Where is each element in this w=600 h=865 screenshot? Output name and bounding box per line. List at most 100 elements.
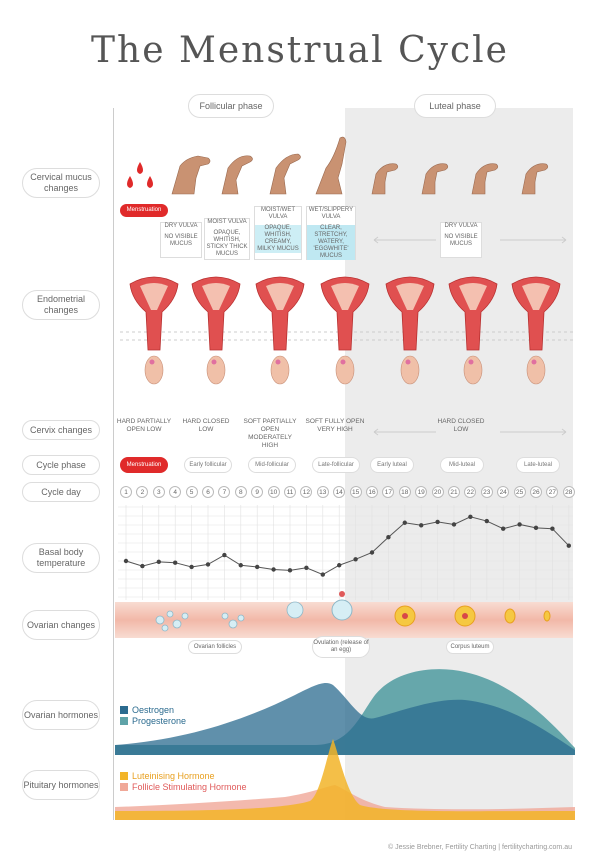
legend-fsh: Follicle Stimulating Hormone [120, 782, 247, 792]
ovarian-band [115, 591, 573, 638]
cycle-day-5: 5 [185, 486, 198, 498]
label-ovarian-hormones: Ovarian hormones [22, 700, 100, 730]
bbt-point-day-16 [369, 550, 375, 555]
cycle-day-9: 9 [251, 486, 264, 498]
cycle-day-19: 19 [415, 486, 428, 498]
bbt-point-day-5 [189, 564, 194, 570]
cycle-day-8: 8 [234, 486, 247, 498]
label-bbt: Basal body temperature [22, 543, 100, 573]
bbt-point-day-3 [156, 559, 161, 565]
mucus-moist: MOIST VULVA OPAQUE, WHITISH, STICKY THIC… [204, 218, 250, 260]
label-ovarian: Ovarian changes [22, 610, 100, 640]
uterus-icon-2 [191, 276, 241, 385]
bbt-point-day-27 [550, 526, 555, 531]
cycle-day-16: 16 [366, 486, 378, 498]
cycle-day-3: 3 [152, 486, 165, 498]
cycle-day-14: 14 [333, 486, 346, 498]
uterus-illustrations [120, 276, 575, 385]
mucus-dry1-desc: NO VISIBLE MUCUS [164, 234, 198, 247]
cycle-day-28: 28 [562, 486, 575, 498]
bbt-point-day-14 [337, 563, 342, 568]
legend-oestrogen-text: Oestrogen [132, 705, 175, 715]
cycle-day-15: 15 [349, 486, 362, 498]
mucus-moistwet-desc: OPAQUE, WHITISH, CREAMY, MILKY MUCUS [255, 225, 301, 253]
cervix-arrow [373, 428, 567, 436]
mucus-wet: WET/SLIPPERY VULVA CLEAR, STRETCHY, WATE… [306, 206, 356, 260]
label-pituitary-hormones: Pituitary hormones [22, 770, 100, 800]
label-ovarian-follicles: Ovarian follicles [188, 640, 242, 654]
mucus-dry2-desc: NO VISIBLE MUCUS [444, 234, 478, 247]
mucus-wet-desc: CLEAR, STRETCHY, WATERY, 'EGGWHITE' MUCU… [307, 225, 355, 260]
cervix-text-1: HARD PARTIALLY OPEN LOW [116, 418, 172, 433]
bbt-point-day-18 [402, 520, 407, 525]
ovulation-icon [331, 591, 353, 621]
finger-hand-icons [171, 136, 549, 195]
bbt-point-day-12 [304, 565, 309, 570]
mucus-arrow [373, 236, 567, 244]
legend-progesterone-text: Progesterone [132, 716, 187, 726]
cycle-day-11: 11 [284, 486, 296, 498]
bbt-point-day-17 [386, 535, 391, 540]
uterus-icon-6 [448, 276, 498, 385]
bbt-point-day-24 [501, 526, 506, 531]
mucus-wet-title: WET/SLIPPERY VULVA [308, 207, 354, 220]
bbt-point-day-20 [435, 519, 440, 525]
label-ovulation: Ovulation (release of an egg) [312, 636, 370, 658]
bbt-point-day-11 [287, 568, 293, 573]
bbt-point-day-6 [205, 562, 211, 567]
page-title: The Menstrual Cycle [91, 30, 509, 71]
bbt-point-day-21 [451, 522, 457, 527]
mucus-moist-title: MOIST VULVA [207, 219, 247, 225]
bbt-point-day-2 [140, 563, 145, 569]
cervix-text-2: HARD CLOSED LOW [182, 418, 230, 433]
bbt-point-day-25 [517, 522, 522, 527]
cycle-day-17: 17 [382, 486, 395, 498]
mucus-dry1: DRY VULVA NO VISIBLE MUCUS [160, 222, 202, 258]
bbt-point-day-19 [419, 523, 424, 528]
bbt-point-day-4 [173, 560, 178, 565]
ovarian-hormones-chart [115, 669, 575, 755]
cycle-day-23: 23 [480, 486, 493, 498]
follicle-icons [155, 601, 304, 632]
legend-fsh-text: Follicle Stimulating Hormone [132, 782, 247, 792]
label-endometrial: Endometrial changes [22, 290, 100, 320]
bbt-point-day-1 [123, 558, 129, 564]
credit-text: © Jessie Brebner, Fertility Charting | f… [388, 844, 572, 851]
label-cycle-day: Cycle day [22, 482, 100, 502]
bbt-point-day-22 [468, 514, 473, 519]
uterus-icon-3 [255, 276, 305, 385]
phase-early-follicular: Early follicular [184, 457, 232, 473]
uterus-icon-4 [320, 276, 370, 385]
pituitary-hormones-chart [115, 739, 575, 820]
mucus-dry1-title: DRY VULVA [164, 223, 198, 229]
uterus-icon-5 [385, 276, 435, 385]
phase-mid-follicular: Mid-follicular [248, 457, 296, 473]
label-cervix: Cervix changes [22, 420, 100, 440]
bbt-point-day-26 [533, 525, 539, 531]
uterus-icon-7 [511, 276, 561, 385]
cycle-day-12: 12 [300, 486, 313, 498]
cycle-day-7: 7 [218, 486, 231, 498]
phase-late-follicular: Late-follicular [312, 457, 360, 473]
phase-menstruation: Menstruation [120, 457, 168, 473]
lh-area [115, 739, 575, 820]
mucus-dry2-title: DRY VULVA [444, 223, 478, 229]
phase-early-luteal: Early luteal [370, 457, 414, 473]
chart-left-border [113, 108, 114, 820]
mucus-moistwet: MOIST/WET VULVA OPAQUE, WHITISH, CREAMY,… [254, 206, 302, 260]
label-cervical-mucus: Cervical mucus changes [22, 168, 100, 198]
legend-progesterone: Progesterone [120, 716, 186, 726]
bbt-point-day-7 [222, 552, 227, 558]
follicular-phase-label: Follicular phase [188, 94, 274, 118]
label-cycle-phase: Cycle phase [22, 455, 100, 475]
cycle-day-27: 27 [546, 486, 559, 498]
cycle-day-4: 4 [169, 486, 182, 498]
bbt-chart [118, 505, 573, 600]
mucus-moist-desc: OPAQUE, WHITISH, STICKY THICK MUCUS [206, 230, 248, 257]
bbt-point-day-9 [255, 564, 260, 570]
legend-lh-text: Luteinising Hormone [132, 771, 215, 781]
cycle-day-1: 1 [120, 486, 132, 498]
blood-drops-icon [127, 162, 153, 188]
phase-mid-luteal: Mid-luteal [440, 457, 484, 473]
cycle-day-6: 6 [202, 486, 214, 498]
